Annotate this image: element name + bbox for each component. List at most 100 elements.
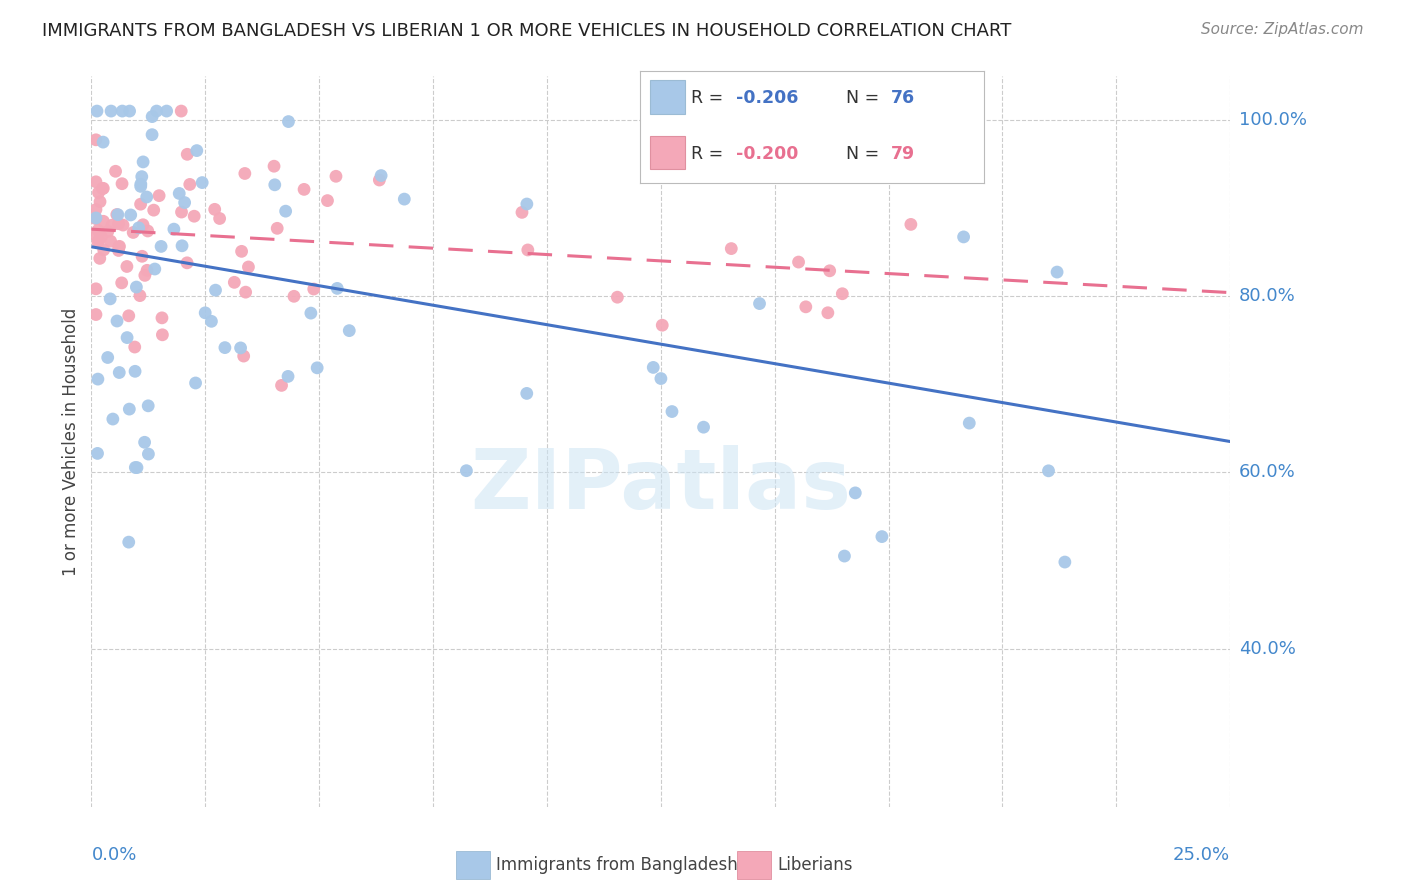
Point <box>97 224 120 238</box>
Point <box>136 224 159 238</box>
Point <box>831 286 853 301</box>
Point <box>138 447 160 461</box>
Text: 40.0%: 40.0% <box>1239 640 1295 657</box>
Point <box>325 169 347 184</box>
Point <box>118 104 141 119</box>
Point <box>299 306 322 320</box>
Point <box>132 218 155 232</box>
Point <box>100 234 122 248</box>
Text: 100.0%: 100.0% <box>1239 111 1306 128</box>
Point <box>84 228 107 243</box>
Point <box>86 104 108 119</box>
Point <box>152 327 174 342</box>
Text: N =: N = <box>846 145 886 163</box>
Point <box>141 110 163 124</box>
Point <box>720 242 742 256</box>
Point <box>84 202 107 217</box>
Point <box>1046 265 1069 279</box>
Point <box>270 378 292 392</box>
Point <box>643 360 665 375</box>
Point <box>107 240 129 254</box>
Point <box>456 464 478 478</box>
Point <box>208 211 231 226</box>
Point <box>112 218 135 232</box>
Text: 60.0%: 60.0% <box>1239 463 1295 482</box>
Point <box>326 281 349 295</box>
Point <box>176 256 198 270</box>
Point <box>232 349 254 363</box>
Point <box>292 182 315 196</box>
Point <box>134 435 156 450</box>
Point <box>107 244 129 258</box>
Point <box>84 211 107 226</box>
Point <box>183 209 205 223</box>
Point <box>163 222 186 236</box>
Point <box>93 214 115 228</box>
Point <box>115 260 138 274</box>
Point <box>100 104 122 119</box>
Point <box>84 133 107 147</box>
Point <box>87 186 110 200</box>
Point <box>125 280 148 294</box>
Point <box>150 239 173 253</box>
Point <box>104 164 127 178</box>
Point <box>307 360 329 375</box>
Point <box>111 177 134 191</box>
Point <box>214 341 236 355</box>
Point <box>101 219 124 233</box>
Point <box>224 276 246 290</box>
Point <box>124 460 146 475</box>
Point <box>111 104 134 119</box>
Bar <box>650 80 685 114</box>
Point <box>274 204 297 219</box>
Point <box>89 252 111 266</box>
Text: 79: 79 <box>891 145 915 163</box>
Point <box>118 402 141 417</box>
Point <box>84 175 107 189</box>
Point <box>84 282 107 296</box>
Bar <box>737 851 770 879</box>
Text: R =: R = <box>692 88 730 106</box>
Point <box>91 181 114 195</box>
Point <box>141 128 163 142</box>
Point <box>87 223 110 237</box>
Point <box>124 340 146 354</box>
Point <box>1053 555 1076 569</box>
Point <box>200 314 222 328</box>
Point <box>266 221 288 235</box>
Point <box>794 300 817 314</box>
Point <box>111 276 134 290</box>
Point <box>118 309 141 323</box>
Point <box>90 229 112 244</box>
Point <box>316 194 339 208</box>
Point <box>145 104 167 119</box>
Point <box>870 530 893 544</box>
Point <box>952 230 974 244</box>
Point <box>107 217 129 231</box>
Point <box>170 239 193 253</box>
Point <box>120 208 142 222</box>
Point <box>131 169 153 184</box>
Point <box>148 188 170 202</box>
Point <box>650 371 672 385</box>
Point <box>91 135 114 149</box>
Text: 0.0%: 0.0% <box>91 847 136 864</box>
Y-axis label: 1 or more Vehicles in Household: 1 or more Vehicles in Household <box>62 308 80 575</box>
Point <box>516 386 538 401</box>
Point <box>238 260 260 274</box>
Bar <box>650 136 685 169</box>
Point <box>370 169 392 183</box>
Point <box>136 263 159 277</box>
Point <box>368 173 391 187</box>
Point <box>606 290 628 304</box>
Point <box>823 131 845 145</box>
Point <box>97 351 120 365</box>
Point <box>87 372 110 386</box>
Text: R =: R = <box>692 145 730 163</box>
Point <box>229 341 252 355</box>
Point <box>129 179 152 194</box>
Point <box>134 268 156 283</box>
Text: Liberians: Liberians <box>778 855 852 874</box>
Point <box>108 239 131 253</box>
Point <box>651 318 673 333</box>
